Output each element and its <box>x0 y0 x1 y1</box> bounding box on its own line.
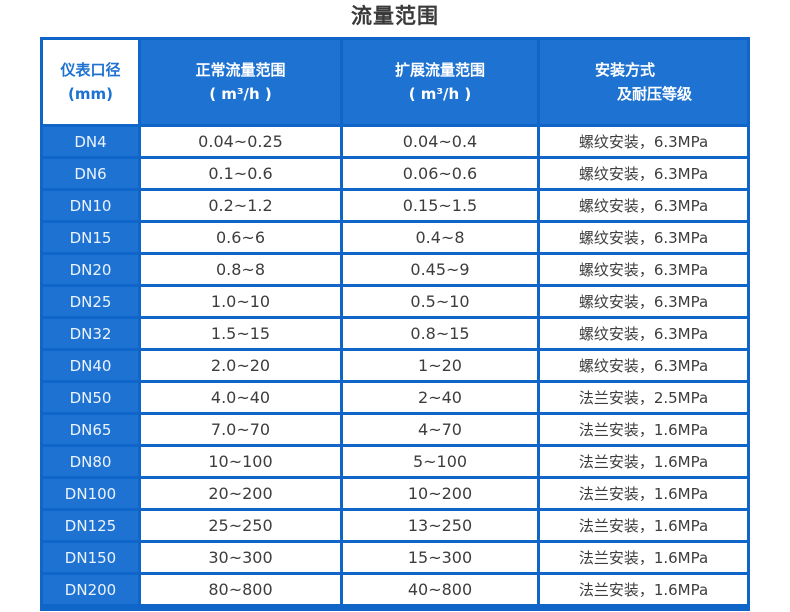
cell-diameter: DN32 <box>43 319 138 348</box>
cell-diameter: DN65 <box>43 415 138 444</box>
table-row: DN25 1.0~10 0.5~10 螺纹安装，6.3MPa <box>43 287 747 316</box>
cell-installation: 螺纹安装，6.3MPa <box>540 287 747 316</box>
cell-installation: 螺纹安装，6.3MPa <box>540 223 747 252</box>
header-extended-range-line1: 扩展流量范围 <box>394 61 485 79</box>
flow-range-table: 仪表口径 (mm) 正常流量范围 ( m³/h ) 扩展流量范围 ( m³/h … <box>40 37 750 611</box>
cell-diameter: DN125 <box>43 511 138 540</box>
cell-normal-range: 1.5~15 <box>141 319 340 348</box>
cell-diameter: DN20 <box>43 255 138 284</box>
cell-diameter: DN100 <box>43 479 138 508</box>
cell-normal-range: 0.1~0.6 <box>141 159 340 188</box>
cell-extended-range: 1~20 <box>343 351 537 380</box>
table-row: DN20 0.8~8 0.45~9 螺纹安装，6.3MPa <box>43 255 747 284</box>
table-row: DN80 10~100 5~100 法兰安装，1.6MPa <box>43 447 747 476</box>
cell-extended-range: 0.45~9 <box>343 255 537 284</box>
cell-installation: 法兰安装，1.6MPa <box>540 415 747 444</box>
table-header-row: 仪表口径 (mm) 正常流量范围 ( m³/h ) 扩展流量范围 ( m³/h … <box>43 40 747 124</box>
cell-normal-range: 4.0~40 <box>141 383 340 412</box>
cell-normal-range: 0.04~0.25 <box>141 127 340 156</box>
table-row: DN32 1.5~15 0.8~15 螺纹安装，6.3MPa <box>43 319 747 348</box>
cell-installation: 法兰安装，1.6MPa <box>540 511 747 540</box>
cell-extended-range: 0.04~0.4 <box>343 127 537 156</box>
cell-extended-range: 40~800 <box>343 575 537 604</box>
cell-normal-range: 0.2~1.2 <box>141 191 340 220</box>
header-diameter: 仪表口径 (mm) <box>43 40 138 124</box>
header-extended-range-line2: ( m³/h ) <box>408 85 472 103</box>
cell-installation: 螺纹安装，6.3MPa <box>540 351 747 380</box>
cell-diameter: DN50 <box>43 383 138 412</box>
cell-extended-range: 13~250 <box>343 511 537 540</box>
cell-normal-range: 2.0~20 <box>141 351 340 380</box>
cell-normal-range: 0.6~6 <box>141 223 340 252</box>
table-row: DN200 80~800 40~800 法兰安装，1.6MPa <box>43 575 747 604</box>
table-row: DN40 2.0~20 1~20 螺纹安装，6.3MPa <box>43 351 747 380</box>
cell-diameter: DN200 <box>43 575 138 604</box>
cell-normal-range: 30~300 <box>141 543 340 572</box>
cell-diameter: DN4 <box>43 127 138 156</box>
header-installation-line2: 及耐压等级 <box>616 85 692 103</box>
cell-diameter: DN40 <box>43 351 138 380</box>
cell-installation: 螺纹安装，6.3MPa <box>540 255 747 284</box>
header-installation-line1: 安装方式 <box>594 61 655 79</box>
cell-installation: 法兰安装，1.6MPa <box>540 447 747 476</box>
cell-installation: 法兰安装，1.6MPa <box>540 543 747 572</box>
header-installation: 安装方式 及耐压等级 <box>540 40 747 124</box>
table-row: DN4 0.04~0.25 0.04~0.4 螺纹安装，6.3MPa <box>43 127 747 156</box>
cell-installation: 螺纹安装，6.3MPa <box>540 319 747 348</box>
header-normal-range-line1: 正常流量范围 <box>195 61 286 79</box>
table-row: DN100 20~200 10~200 法兰安装，1.6MPa <box>43 479 747 508</box>
cell-diameter: DN150 <box>43 543 138 572</box>
cell-normal-range: 10~100 <box>141 447 340 476</box>
table-row: DN6 0.1~0.6 0.06~0.6 螺纹安装，6.3MPa <box>43 159 747 188</box>
cell-installation: 法兰安装，2.5MPa <box>540 383 747 412</box>
table-row: DN125 25~250 13~250 法兰安装，1.6MPa <box>43 511 747 540</box>
cell-extended-range: 15~300 <box>343 543 537 572</box>
header-normal-range: 正常流量范围 ( m³/h ) <box>141 40 340 124</box>
cell-extended-range: 0.15~1.5 <box>343 191 537 220</box>
cell-diameter: DN15 <box>43 223 138 252</box>
cell-diameter: DN80 <box>43 447 138 476</box>
header-diameter-line1: 仪表口径 <box>60 61 121 79</box>
cell-installation: 法兰安装，1.6MPa <box>540 479 747 508</box>
cell-normal-range: 25~250 <box>141 511 340 540</box>
table-row: DN65 7.0~70 4~70 法兰安装，1.6MPa <box>43 415 747 444</box>
cell-normal-range: 1.0~10 <box>141 287 340 316</box>
cell-diameter: DN6 <box>43 159 138 188</box>
header-extended-range: 扩展流量范围 ( m³/h ) <box>343 40 537 124</box>
cell-normal-range: 0.8~8 <box>141 255 340 284</box>
cell-extended-range: 0.8~15 <box>343 319 537 348</box>
table-body: DN4 0.04~0.25 0.04~0.4 螺纹安装，6.3MPa DN6 0… <box>43 127 747 604</box>
cell-installation: 螺纹安装，6.3MPa <box>540 159 747 188</box>
cell-normal-range: 80~800 <box>141 575 340 604</box>
cell-extended-range: 0.06~0.6 <box>343 159 537 188</box>
table-row: DN15 0.6~6 0.4~8 螺纹安装，6.3MPa <box>43 223 747 252</box>
cell-installation: 法兰安装，1.6MPa <box>540 575 747 604</box>
cell-extended-range: 0.4~8 <box>343 223 537 252</box>
cell-extended-range: 10~200 <box>343 479 537 508</box>
cell-extended-range: 4~70 <box>343 415 537 444</box>
header-installation-block: 安装方式 及耐压等级 <box>595 58 692 106</box>
header-diameter-line2: (mm) <box>68 85 113 103</box>
table-row: DN150 30~300 15~300 法兰安装，1.6MPa <box>43 543 747 572</box>
cell-extended-range: 0.5~10 <box>343 287 537 316</box>
cell-installation: 螺纹安装，6.3MPa <box>540 191 747 220</box>
cell-diameter: DN25 <box>43 287 138 316</box>
cell-installation: 螺纹安装，6.3MPa <box>540 127 747 156</box>
page-title: 流量范围 <box>351 4 439 28</box>
table-row: DN10 0.2~1.2 0.15~1.5 螺纹安装，6.3MPa <box>43 191 747 220</box>
cell-extended-range: 5~100 <box>343 447 537 476</box>
table-row: DN50 4.0~40 2~40 法兰安装，2.5MPa <box>43 383 747 412</box>
cell-extended-range: 2~40 <box>343 383 537 412</box>
cell-diameter: DN10 <box>43 191 138 220</box>
cell-normal-range: 7.0~70 <box>141 415 340 444</box>
header-normal-range-line2: ( m³/h ) <box>209 85 272 103</box>
cell-normal-range: 20~200 <box>141 479 340 508</box>
